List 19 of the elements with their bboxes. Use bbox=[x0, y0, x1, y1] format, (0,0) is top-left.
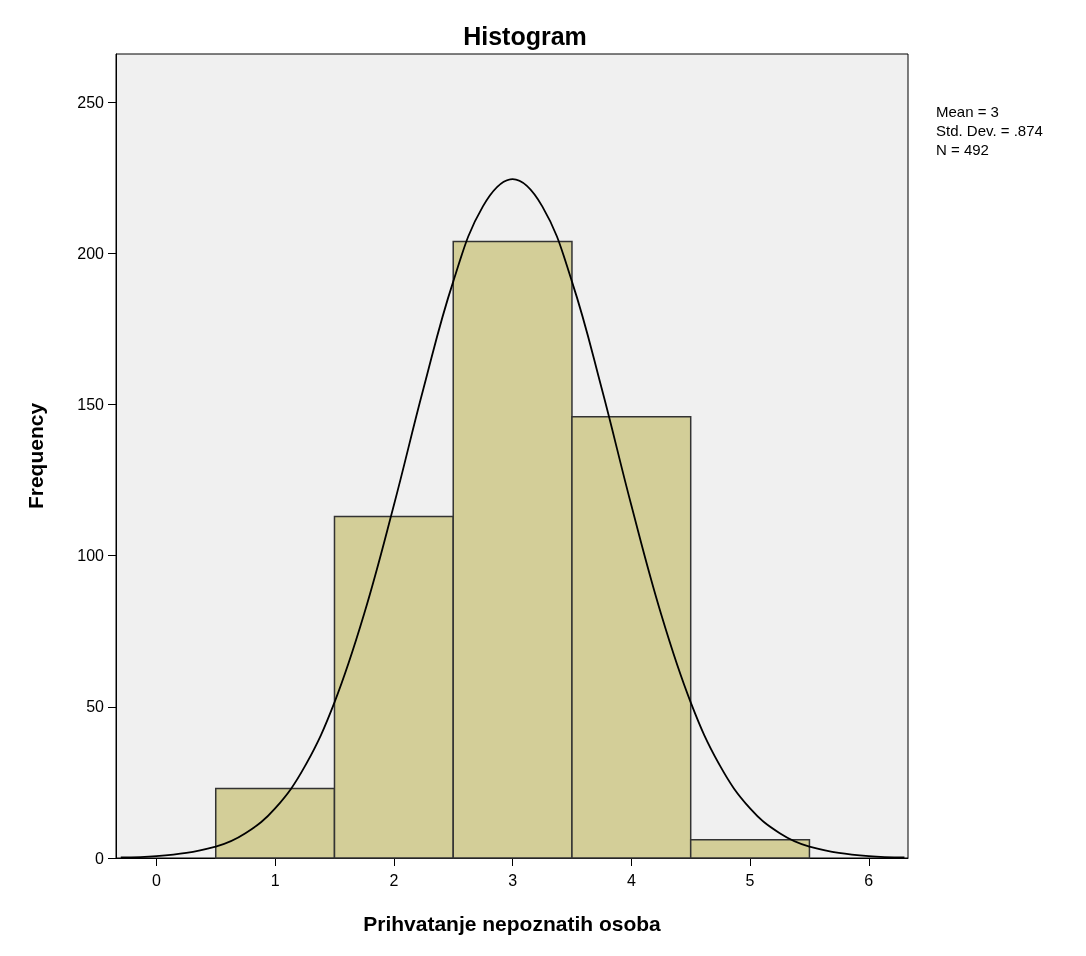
y-tick-label: 100 bbox=[77, 547, 105, 565]
y-axis-title: Frequency bbox=[24, 402, 47, 510]
x-tick-label: 4 bbox=[626, 871, 636, 889]
x-tick-label: 0 bbox=[151, 871, 161, 889]
x-tick-label: 6 bbox=[864, 871, 874, 889]
y-tick-label: 50 bbox=[86, 698, 105, 716]
text: N = 492 bbox=[936, 141, 989, 158]
y-tick-label: 250 bbox=[77, 93, 105, 111]
y-tick-label: 150 bbox=[77, 396, 105, 414]
x-tick-label: 1 bbox=[270, 871, 280, 889]
chart-title: Histogram bbox=[463, 21, 587, 50]
x-tick-label: 5 bbox=[745, 871, 755, 889]
y-tick-label: 0 bbox=[95, 849, 105, 867]
y-tick-label: 200 bbox=[77, 244, 105, 262]
x-tick-label: 2 bbox=[389, 871, 399, 889]
x-tick-label: 3 bbox=[508, 871, 518, 889]
x-axis-title: Prihvatanje nepoznatih osoba bbox=[363, 912, 662, 935]
text: Std. Dev. = .874 bbox=[936, 122, 1043, 139]
text: Mean = 3 bbox=[936, 103, 999, 120]
